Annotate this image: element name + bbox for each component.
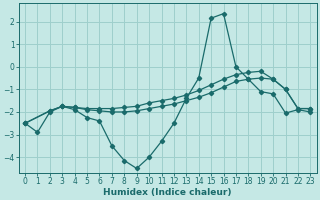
X-axis label: Humidex (Indice chaleur): Humidex (Indice chaleur) bbox=[103, 188, 232, 197]
